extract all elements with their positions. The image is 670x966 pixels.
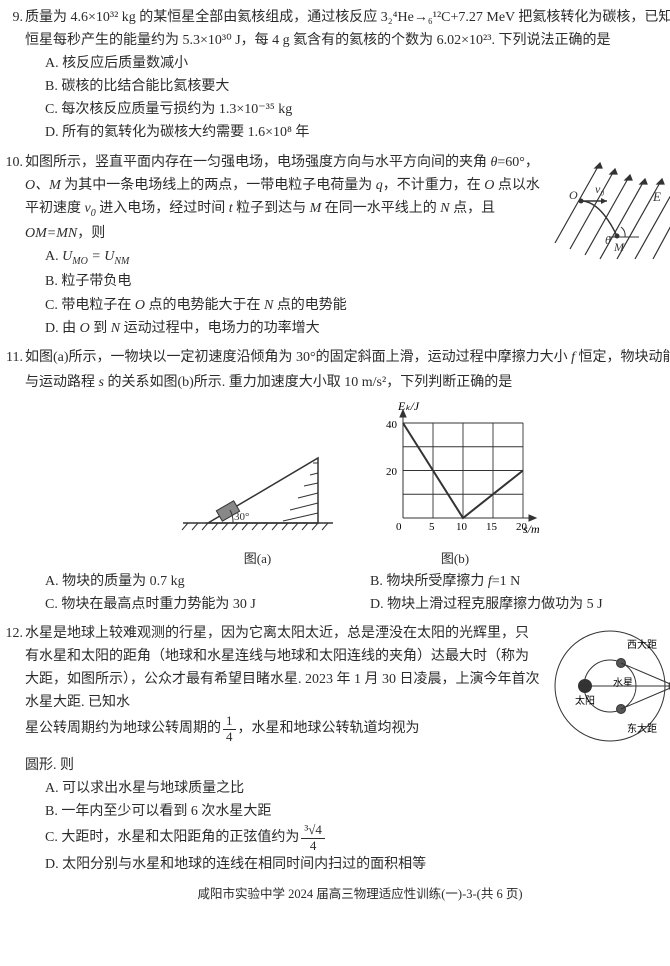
question-10: 10. O v₀ E θ M 如图所示，竖 [25,151,670,340]
svg-text:10: 10 [456,521,468,533]
opt-10A-pre: A. [45,249,62,264]
figure-11b: Eₖ/J 40 20 0 [368,398,543,570]
stem-10-p2: =60°， [497,155,539,170]
option-9C: C. 每次核反应质量亏损约为 1.3×10⁻³⁵ kg [45,98,670,121]
option-12D: D. 太阳分别与水星和地球的连线在相同时间内扫过的面积相等 [45,853,670,876]
v0-var: v0 [85,201,96,216]
svg-text:θ: θ [605,233,611,247]
fig-11a-cap: 图(a) [178,548,338,569]
figure-12: 太阳 水星 地球 西大距 东大距 [545,626,670,754]
opt-12C-p1: C. 大距时，水星和太阳距角的正弦值约为 [45,830,299,845]
stem-10-p1: 如图所示，竖直平面内存在一匀强电场，电场强度方向与水平方向间的夹角 [25,155,491,170]
svg-text:30°: 30° [234,511,249,523]
svg-text:西大距: 西大距 [627,638,657,651]
stem-12c: 圆形. 则 [25,754,670,777]
fig-11b-cap: 图(b) [368,548,543,569]
svg-text:15: 15 [486,521,498,533]
svg-text:O: O [569,188,578,202]
stem-10-p10: ，则 [77,226,105,241]
opt-11B-p1: B. 物块所受摩擦力 [370,574,488,589]
option-10C: C. 带电粒子在 O 点的电势能大于在 N 点的电势能 [45,294,670,317]
stem-10-p9: 点，且 [450,201,496,216]
svg-text:M: M [613,240,625,254]
stem-10-p6: 进入电场，经过时间 [96,201,229,216]
q-var: q [376,178,383,193]
stem-12-p3: ，水星和地球公转轨道均视为 [238,721,420,736]
figure-11a: 30° 图(a) [178,418,338,570]
N-var2: N [264,298,273,313]
stem-11-p1: 如图(a)所示，一物块以一定初速度沿倾角为 30°的固定斜面上滑，运动过程中摩擦… [25,350,568,365]
options-9: A. 核反应后质量数减小 B. 碳核的比结合能比氦核要大 C. 每次核反应质量亏… [25,52,670,144]
svg-text:水星: 水星 [613,677,633,689]
opt-10C-p3: 点的电势能 [273,298,347,313]
stem-11-p4: 的关系如图(b)所示. 重力加速度大小取 10 m/s²，下列判断正确的是 [104,375,512,390]
option-10D: D. 由 O 到 N 运动过程中，电场力的功率增大 [45,317,670,340]
OM-var: O、M [25,178,61,193]
question-9: 9. 质量为 4.6×10³² kg 的某恒星全部由氦核组成，通过核反应 3₂⁴… [25,6,670,145]
svg-text:40: 40 [386,419,398,431]
O-var3: O [80,321,90,336]
O-var: O [484,178,494,193]
svg-text:s/m: s/m [523,522,540,536]
frac-14-num: 1 [223,714,236,729]
option-9A: A. 核反应后质量数减小 [45,52,670,75]
qnum-11: 11. [5,346,23,369]
OMMN-var: OM=MN [25,226,77,241]
svg-text:5: 5 [429,521,435,533]
stem-11-p3: 与运动路程 [25,375,99,390]
N-var3: N [111,321,120,336]
svg-text:v₀: v₀ [595,182,605,196]
option-9B: B. 碳核的比结合能比氦核要大 [45,75,670,98]
svg-text:E: E [652,189,661,204]
stem-12-p1: 水星是地球上较难观测的行星，因为它离太阳太近，总是湮没在太阳的光辉里，只有水星和… [25,626,540,710]
opt-10D-p3: 运动过程中，电场力的功率增大 [120,321,320,336]
options-11: A. 物块的质量为 0.7 kg B. 物块所受摩擦力 f=1 N C. 物块在… [25,570,670,616]
O-var2: O [135,298,145,313]
qnum-9: 9. [5,6,23,29]
stem-12-p2: 星公转周期约为地球公转周期的 [25,721,221,736]
svg-text:太阳: 太阳 [575,694,595,707]
question-12: 12. 太阳 水星 地球 西大距 东大距 水星是地球上较难观测的行星，因为它离太… [25,622,670,876]
M-var: M [310,201,322,216]
options-12: A. 可以求出水星与地球质量之比 B. 一年内至少可以看到 6 次水星大距 C.… [25,777,670,876]
svg-text:0: 0 [396,521,402,533]
option-11A: A. 物块的质量为 0.7 kg [45,570,370,593]
option-10B: B. 粒子带负电 [45,270,670,293]
option-12C: C. 大距时，水星和太阳距角的正弦值约为³√44 [45,823,670,853]
option-11C: C. 物块在最高点时重力势能为 30 J [45,593,370,616]
frac-C: ³√44 [301,823,325,853]
stem-9: 质量为 4.6×10³² kg 的某恒星全部由氦核组成，通过核反应 3₂⁴He→… [25,6,670,52]
stem-10-p8: 在同一水平线上的 [321,201,440,216]
stem-11: 如图(a)所示，一物块以一定初速度沿倾角为 30°的固定斜面上滑，运动过程中摩擦… [25,346,670,394]
opt-10D-p1: D. 由 [45,321,80,336]
figure-10: O v₀ E θ M [545,151,670,269]
svg-text:20: 20 [386,466,398,478]
opt-10C-p1: C. 带电粒子在 [45,298,135,313]
stem-11-p2: 恒定，物块动能 [575,350,670,365]
figures-11: 30° 图(a) Eₖ/J [25,398,670,570]
qnum-12: 12. [5,622,23,645]
option-11B: B. 物块所受摩擦力 f=1 N [370,570,670,593]
N-var: N [440,201,449,216]
stem-10-p7: 粒子到达与 [233,201,310,216]
option-12A: A. 可以求出水星与地球质量之比 [45,777,670,800]
page-footer: 咸阳市实验中学 2024 届高三物理适应性训练(一)-3-(共 6 页) [25,884,670,905]
qnum-10: 10. [5,151,23,174]
option-9D: D. 所有的氦转化为碳核大约需要 1.6×10⁸ 年 [45,121,670,144]
frac-14: 14 [223,714,236,744]
svg-text:Eₖ/J: Eₖ/J [397,399,420,413]
opt-11B-p2: =1 N [492,574,521,589]
stem-10-p3: 为其中一条电场线上的两点，一带电粒子电荷量为 [61,178,376,193]
frac-C-num: ³√4 [301,823,325,838]
stem-10-p4: ，不计重力，在 [383,178,485,193]
opt-10D-p2: 到 [90,321,111,336]
option-12B: B. 一年内至少可以看到 6 次水星大距 [45,800,670,823]
opt-10C-p2: 点的电势能大于在 [145,298,264,313]
question-11: 11. 如图(a)所示，一物块以一定初速度沿倾角为 30°的固定斜面上滑，运动过… [25,346,670,616]
U-eq: UMO = UNM [62,249,129,264]
frac-14-den: 4 [223,730,236,744]
option-11D: D. 物块上滑过程克服摩擦力做功为 5 J [370,593,670,616]
svg-text:东大距: 东大距 [627,722,657,735]
frac-C-den: 4 [301,839,325,853]
